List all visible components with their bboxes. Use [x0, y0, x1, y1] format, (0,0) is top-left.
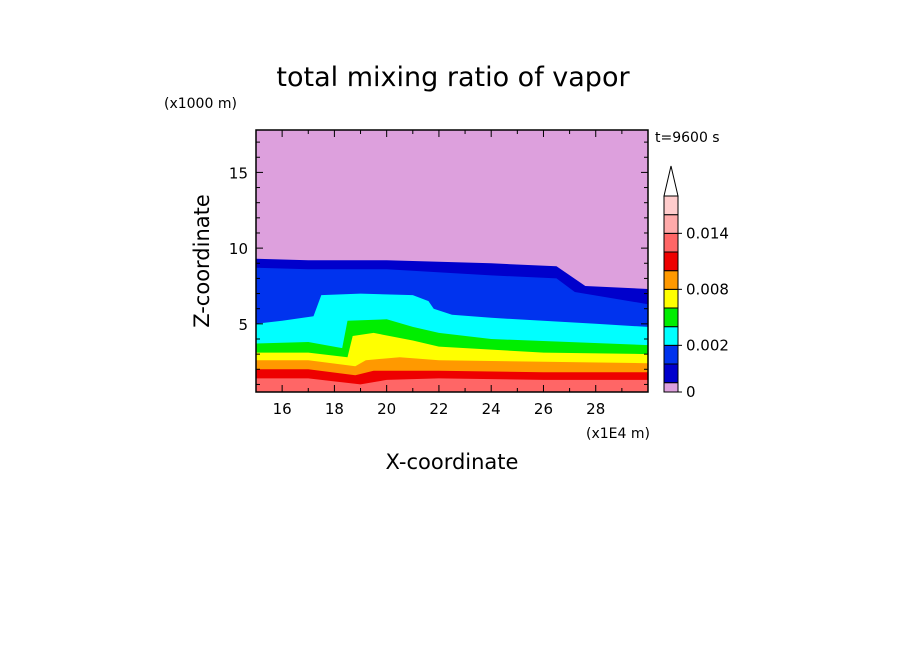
contour-layer-7 — [256, 378, 648, 392]
time-label: t=9600 s — [655, 130, 720, 146]
y-axis: 5 10 15 — [229, 141, 648, 385]
colorbar-band — [663, 270, 679, 290]
colorbar-label: 0.014 — [686, 224, 729, 242]
y-tick-label: 5 — [238, 316, 248, 334]
x-tick-label: 24 — [482, 400, 501, 418]
colorbar-band — [663, 232, 679, 253]
x-tick-label: 22 — [429, 400, 448, 418]
colorbar-band — [663, 288, 679, 309]
x-tick-label: 16 — [273, 400, 292, 418]
colorbar-label: 0 — [686, 383, 696, 401]
colorbar-band — [663, 307, 679, 328]
x-axis: 16 18 20 22 24 26 28 — [255, 130, 649, 418]
colorbar-band — [663, 214, 679, 234]
x-tick-label: 18 — [325, 400, 344, 418]
colorbar-extend-arrow — [663, 165, 679, 197]
x-unit-label: (x1E4 m) — [586, 426, 650, 442]
colorbar-band — [663, 251, 679, 272]
colorbar-band — [663, 326, 679, 346]
colorbar-label: 0.008 — [686, 280, 729, 298]
plot-frame — [255, 129, 649, 393]
colorbar-label: 0.002 — [686, 336, 729, 354]
colorbar: 0 0.002 0.008 0.014 — [663, 165, 729, 401]
x-tick-label: 20 — [377, 400, 396, 418]
x-tick-label: 26 — [534, 400, 553, 418]
colorbar-band — [663, 344, 679, 365]
y-tick-label: 15 — [229, 164, 248, 182]
x-tick-label: 28 — [586, 400, 605, 418]
x-axis-label: X-coordinate — [386, 450, 519, 474]
y-tick-label: 10 — [229, 240, 248, 258]
contour-fills — [256, 130, 648, 392]
colorbar-band — [663, 363, 679, 384]
colorbar-band — [663, 195, 679, 216]
y-unit-label: (x1000 m) — [164, 96, 237, 112]
y-axis-label: Z-coordinate — [190, 194, 214, 328]
chart-title: total mixing ratio of vapor — [276, 62, 630, 93]
colorbar-band-lowest — [663, 382, 679, 393]
